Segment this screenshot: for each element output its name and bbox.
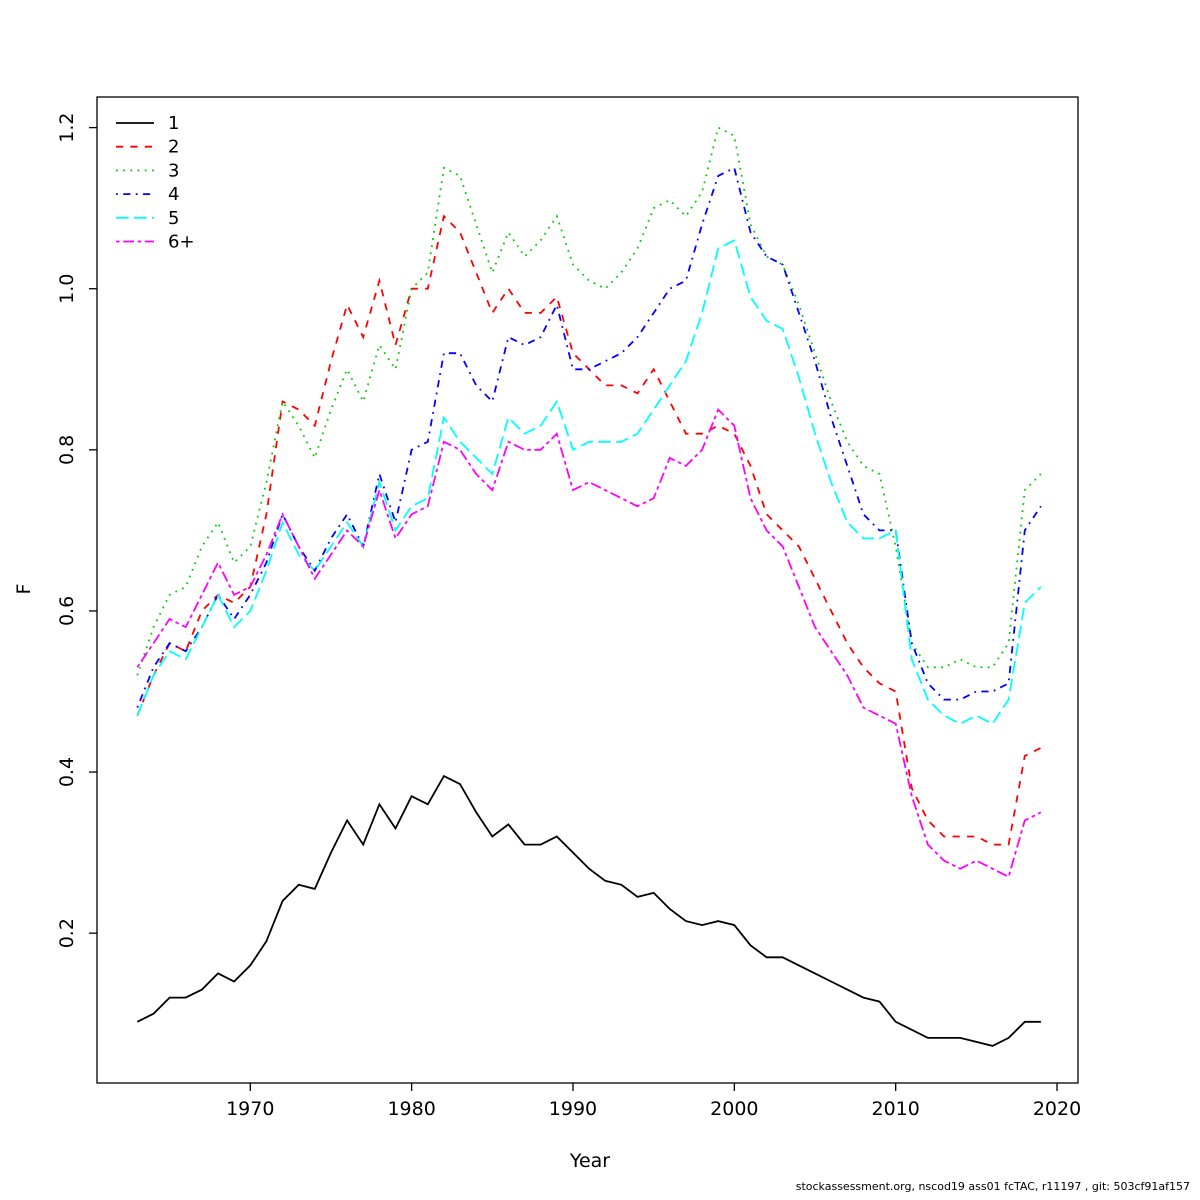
y-axis-tick-label: 0.6 xyxy=(56,596,78,626)
x-axis-tick-label: 2020 xyxy=(1033,1098,1081,1120)
legend-label-4: 4 xyxy=(168,184,179,205)
series-line-3 xyxy=(136,126,1042,676)
y-axis-tick-label: 0.2 xyxy=(56,918,78,948)
legend-label-2: 2 xyxy=(168,137,179,158)
x-axis-tick-label: 1980 xyxy=(387,1098,435,1120)
plot-frame xyxy=(96,96,1079,1084)
series-line-6+ xyxy=(136,407,1042,879)
footer-citation: stockassessment.org, nscod19 ass01 fcTAC… xyxy=(795,1180,1190,1193)
series-line-1 xyxy=(136,774,1041,1047)
x-axis-tick-label: 1970 xyxy=(226,1098,274,1120)
y-axis-tick-label: 1.0 xyxy=(56,274,78,304)
legend-label-6+: 6+ xyxy=(168,232,195,253)
x-axis-tick-label: 1990 xyxy=(549,1098,597,1120)
legend-label-5: 5 xyxy=(168,208,179,229)
y-axis-tick-label: 0.4 xyxy=(56,757,78,787)
series-line-2 xyxy=(136,214,1042,846)
x-axis-title: Year xyxy=(569,1150,611,1172)
y-axis-title: F xyxy=(13,583,35,595)
x-axis-tick-label: 2010 xyxy=(871,1098,919,1120)
y-axis-tick-label: 1.2 xyxy=(56,113,78,143)
x-axis-tick-label: 2000 xyxy=(710,1098,758,1120)
series-line-5 xyxy=(136,239,1042,725)
series-line-4 xyxy=(136,166,1042,708)
legend-label-1: 1 xyxy=(168,113,179,134)
y-axis-tick-label: 0.8 xyxy=(56,435,78,465)
legend-label-3: 3 xyxy=(168,160,179,181)
